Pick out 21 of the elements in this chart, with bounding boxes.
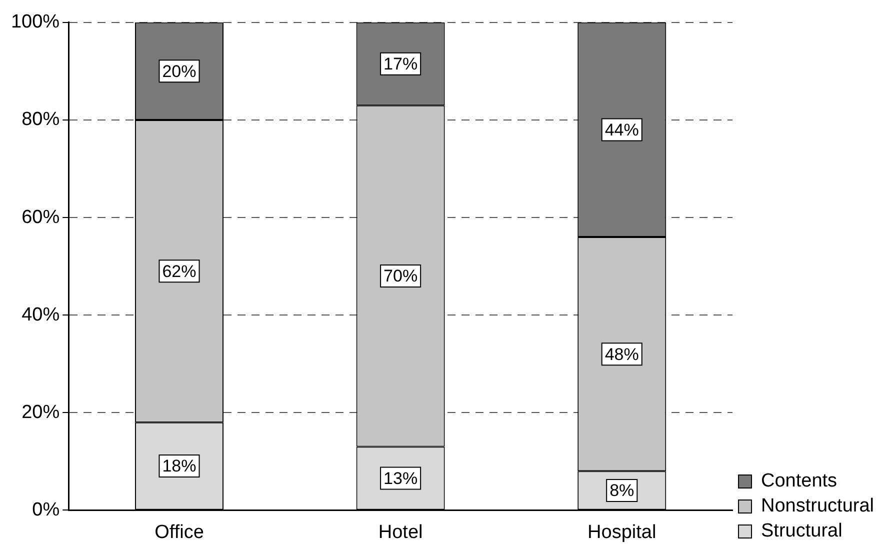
data-label: 44%: [604, 120, 639, 140]
y-tick-label: 100%: [10, 12, 60, 33]
data-label: 8%: [610, 481, 634, 500]
y-tick-label: 40%: [22, 304, 60, 326]
x-tick-label: Hospital: [588, 522, 656, 543]
data-label: 13%: [384, 468, 418, 488]
data-label: 17%: [384, 54, 418, 74]
x-tick-label: Office: [154, 522, 204, 543]
legend-label: Structural: [761, 520, 842, 542]
data-label: 62%: [162, 262, 196, 281]
legend-label: Nonstructural: [761, 496, 874, 517]
y-tick-label: 60%: [22, 206, 60, 228]
y-tick-label: 80%: [22, 109, 60, 130]
data-label: 70%: [384, 266, 418, 286]
x-tick-label: Hotel: [378, 522, 423, 543]
legend-label: Contents: [761, 470, 838, 492]
y-tick-label: 20%: [22, 402, 60, 423]
y-tick-label: 0%: [32, 499, 60, 520]
data-label: 18%: [162, 456, 196, 476]
data-label: 48%: [604, 344, 639, 364]
data-label: 20%: [162, 62, 196, 81]
